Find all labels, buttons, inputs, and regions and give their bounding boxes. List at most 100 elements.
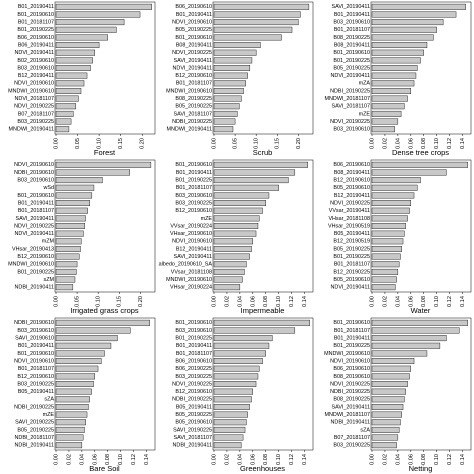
x-tick-label: 0.05: [75, 296, 81, 307]
x-tick-label: 0.08: [421, 454, 427, 465]
bar: [371, 365, 411, 372]
category-label: B12_20190610: [175, 208, 212, 214]
bar: [55, 103, 77, 110]
category-label: NDBI_20190225: [172, 397, 212, 403]
category-label: MNDWI_20190610: [166, 88, 212, 94]
bar: [371, 192, 415, 199]
x-tick-label: 0.10: [97, 138, 103, 149]
category-label: SAVI_20181107: [174, 111, 212, 117]
category-label: B03_20190225: [17, 381, 54, 387]
bar: [371, 230, 405, 237]
category-label: sZM: [44, 277, 55, 283]
bar: [55, 381, 94, 387]
bar: [213, 42, 261, 49]
category-label: B01_20190610: [175, 162, 212, 168]
bar: [213, 327, 296, 334]
category-label: VVsar_20181108: [171, 269, 212, 275]
category-label: B01_20190225: [333, 58, 370, 64]
plot-frame: [370, 1, 472, 135]
category-label: B08_20190610: [333, 374, 370, 380]
category-label: B05_20190610: [175, 420, 212, 426]
category-label: B01_20181107: [176, 351, 212, 357]
bar: [371, 19, 444, 26]
plot-frame: [212, 317, 314, 451]
plot-frame: [54, 1, 156, 135]
category-label: B03_20190225: [175, 200, 212, 206]
category-label: MNDWI_20190610: [166, 277, 212, 283]
category-label: B03_20190610: [333, 20, 370, 26]
bar: [55, 49, 95, 56]
x-tick-label: 0.04: [395, 454, 401, 465]
category-label: NDVI_20190225: [172, 50, 212, 56]
category-label: B05_20190225: [175, 104, 212, 110]
category-label: B01_20190225: [17, 27, 54, 33]
bar: [55, 342, 112, 349]
category-label: B06_20190610: [175, 4, 212, 10]
bar: [371, 177, 421, 184]
category-label: B01_20181107: [18, 366, 54, 372]
bar: [55, 87, 82, 94]
category-label: B01_20190411: [176, 343, 212, 349]
bar: [55, 327, 131, 334]
category-label: VVsar_20190224: [170, 223, 212, 229]
x-tick-label: 0.12: [289, 296, 295, 307]
category-label: NDVI_20190411: [331, 73, 370, 79]
bar: [213, 169, 296, 176]
bar: [371, 335, 447, 342]
x-axis-label: Greenhouses: [240, 464, 285, 473]
x-tick-label: 0.08: [105, 454, 111, 465]
x-tick-label: 0.14: [460, 138, 466, 149]
category-label: sZA: [360, 427, 370, 433]
category-label: B08_20190411: [334, 42, 370, 48]
category-label: NDBI_20190411: [15, 285, 54, 291]
category-label: NDVI_20190411: [15, 50, 54, 56]
bar: [371, 72, 417, 79]
x-tick-label: 0.02: [382, 296, 388, 307]
x-tick-label: 0.14: [302, 296, 308, 307]
bar: [371, 103, 405, 110]
panel: B06_20190610B01_20190411NDVI_20190610B05…: [166, 1, 314, 157]
category-label: B01_20190225: [175, 178, 212, 184]
bar: [213, 49, 257, 56]
category-label: NDBI_20190610: [14, 320, 54, 326]
category-label: NDVI_20190411: [331, 285, 370, 291]
category-label: B01_20181107: [334, 328, 370, 334]
category-label: B12_20190610: [175, 389, 212, 395]
bar: [55, 42, 100, 49]
bar: [213, 403, 250, 410]
category-label: NDVI_20190610: [172, 20, 212, 26]
category-label: B12_20190519: [333, 239, 370, 245]
category-label: B01_20190411: [18, 343, 54, 349]
x-tick-label: 0.14: [460, 296, 466, 307]
category-label: MNDWI_20190411: [9, 127, 54, 133]
bar: [213, 118, 236, 125]
category-label: B07_20181107: [18, 111, 54, 117]
bar: [213, 434, 244, 441]
category-label: B08_20190225: [175, 96, 212, 102]
bar: [213, 426, 246, 433]
category-label: VHsar_20190413: [12, 246, 54, 252]
category-label: mZE: [43, 412, 55, 418]
category-label: B05_20190411: [18, 389, 54, 395]
bar: [55, 388, 92, 395]
bar: [371, 442, 397, 449]
x-tick-label: 0.04: [395, 296, 401, 307]
x-axis-label: Netting: [409, 464, 433, 473]
category-label: SAVI_20190411: [16, 216, 54, 222]
x-tick-label: 0.15: [118, 138, 124, 149]
bar: [55, 65, 91, 71]
bar: [55, 215, 86, 222]
category-label: B01_20190610: [17, 12, 54, 18]
bar: [213, 200, 266, 207]
x-tick-label: 0.08: [421, 138, 427, 149]
bar: [213, 184, 279, 191]
bar: [371, 42, 428, 49]
x-tick-label: 0.10: [434, 296, 440, 307]
bar: [371, 110, 402, 117]
category-label: B01_20190411: [334, 336, 370, 342]
x-tick-label: 0.00: [53, 138, 59, 149]
category-label: B05_20190225: [333, 246, 370, 252]
category-label: B01_20181107: [334, 262, 370, 268]
bar: [213, 223, 259, 229]
